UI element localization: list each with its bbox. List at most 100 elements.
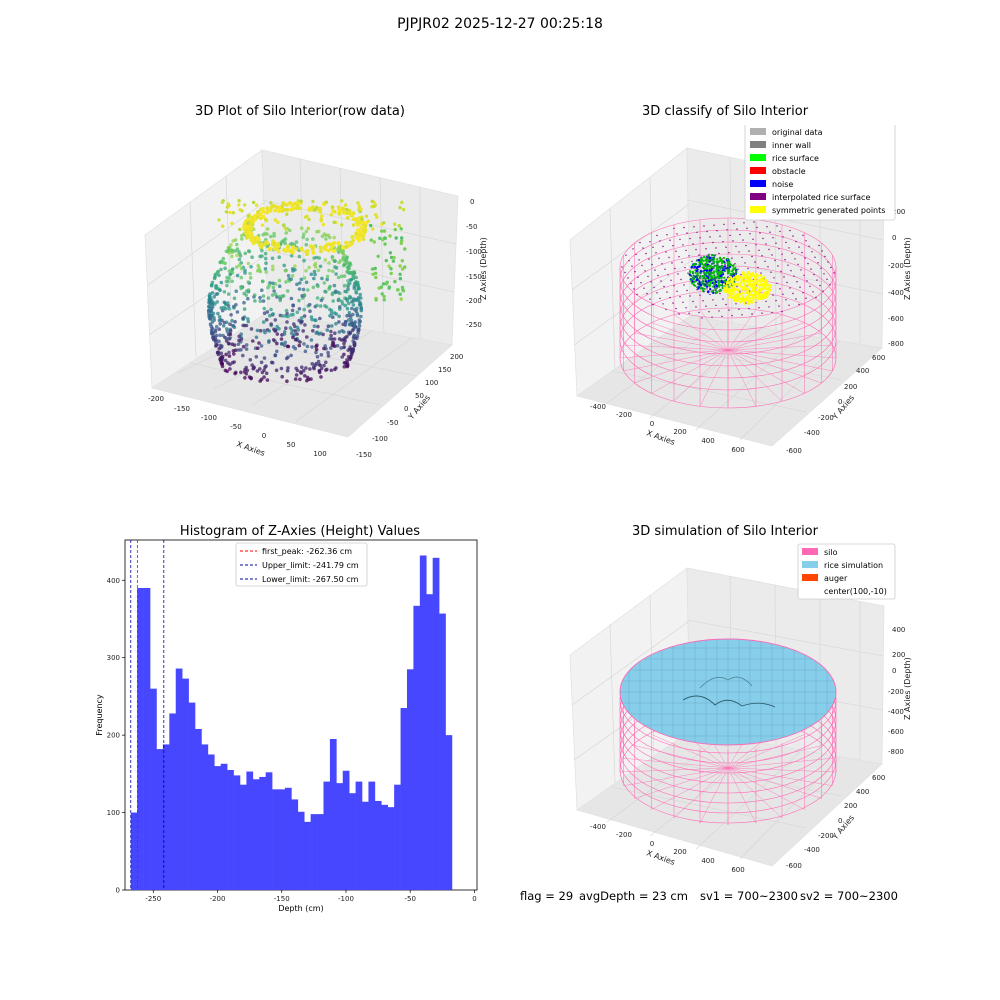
rice-surface-point bbox=[697, 286, 701, 289]
surface-point bbox=[806, 280, 808, 282]
data-point bbox=[347, 332, 352, 336]
data-point bbox=[249, 376, 253, 380]
data-point bbox=[219, 351, 224, 356]
surface-point bbox=[813, 273, 815, 276]
plot2-title: 3D classify of Silo Interior bbox=[641, 104, 809, 119]
data-point bbox=[209, 303, 213, 307]
data-point bbox=[336, 241, 341, 245]
surface-point bbox=[818, 244, 820, 247]
data-point bbox=[285, 289, 290, 293]
data-point bbox=[284, 231, 289, 235]
surface-point bbox=[701, 317, 703, 319]
tick-label: 400 bbox=[856, 367, 869, 375]
data-point bbox=[331, 241, 336, 246]
data-point bbox=[324, 305, 329, 309]
surface-point bbox=[728, 309, 730, 311]
symmetric-point bbox=[736, 277, 739, 280]
legend-label: interpolated rice surface bbox=[772, 193, 870, 202]
data-point bbox=[277, 255, 282, 259]
legend-label: original data bbox=[772, 128, 823, 137]
rice-surface-point bbox=[713, 257, 716, 260]
data-point bbox=[299, 226, 304, 230]
data-point bbox=[359, 314, 363, 319]
tick-label: 200 bbox=[673, 848, 686, 856]
data-point bbox=[294, 206, 299, 210]
data-point bbox=[265, 210, 269, 215]
data-point bbox=[351, 312, 355, 317]
y-tick-label: 200 bbox=[107, 732, 120, 740]
histogram-bar bbox=[169, 713, 177, 890]
surface-point bbox=[737, 268, 739, 270]
data-point bbox=[251, 200, 256, 205]
data-point bbox=[388, 234, 392, 238]
rice-surface-point bbox=[715, 264, 718, 267]
data-point bbox=[342, 210, 346, 215]
data-point bbox=[230, 267, 235, 271]
tick-label: 400 bbox=[892, 626, 905, 634]
tick-label: 600 bbox=[872, 354, 885, 362]
data-point bbox=[263, 267, 268, 271]
data-point bbox=[221, 256, 226, 261]
data-point bbox=[302, 258, 306, 263]
data-point bbox=[355, 313, 360, 318]
legend-swatch bbox=[750, 128, 766, 135]
data-point bbox=[393, 279, 397, 284]
data-point bbox=[334, 272, 338, 276]
histogram-bar bbox=[336, 783, 344, 890]
surface-point bbox=[796, 281, 798, 283]
symmetric-point bbox=[731, 288, 734, 291]
rice-surface-point bbox=[701, 266, 705, 269]
symmetric-point bbox=[762, 285, 766, 288]
data-point bbox=[246, 319, 251, 324]
data-point bbox=[348, 208, 352, 213]
symmetric-point bbox=[744, 295, 747, 298]
surface-point bbox=[782, 236, 784, 238]
symmetric-point bbox=[734, 293, 738, 296]
tick-label: -400 bbox=[888, 289, 904, 297]
data-point bbox=[293, 377, 298, 381]
data-point bbox=[258, 379, 263, 383]
data-point bbox=[355, 217, 359, 222]
data-point bbox=[333, 367, 337, 372]
surface-point bbox=[726, 229, 728, 231]
data-point bbox=[398, 272, 402, 276]
rice-surface-point bbox=[701, 274, 704, 278]
histogram-bar bbox=[394, 784, 401, 890]
data-point bbox=[325, 328, 330, 332]
rice-surface-point bbox=[711, 275, 714, 278]
data-point bbox=[371, 227, 375, 231]
symmetric-point bbox=[746, 280, 749, 283]
data-point bbox=[249, 265, 253, 269]
tick-label: -50 bbox=[466, 223, 477, 231]
histogram-bar bbox=[246, 771, 254, 890]
data-point bbox=[289, 253, 294, 258]
rice-surface-point bbox=[699, 287, 702, 290]
surface-point bbox=[712, 241, 714, 244]
surface-point bbox=[773, 277, 775, 279]
data-point bbox=[337, 320, 341, 324]
surface-point bbox=[721, 315, 723, 318]
histogram-bar bbox=[374, 800, 382, 890]
surface-point bbox=[634, 271, 636, 273]
data-point bbox=[246, 234, 251, 239]
symmetric-point bbox=[742, 274, 745, 277]
legend-label: auger bbox=[824, 574, 848, 583]
data-point bbox=[352, 333, 357, 338]
data-point bbox=[324, 233, 328, 237]
symmetric-point bbox=[762, 294, 765, 297]
symmetric-point bbox=[727, 296, 730, 299]
data-point bbox=[341, 251, 345, 255]
rice-surface-point bbox=[696, 272, 699, 275]
symmetric-point bbox=[763, 287, 766, 290]
rice-surface-point bbox=[705, 261, 708, 265]
data-point bbox=[284, 280, 288, 284]
y-axis-label: Y Axies bbox=[830, 393, 856, 422]
rice-surface-point bbox=[699, 270, 703, 273]
rice-surface-point bbox=[698, 276, 701, 279]
surface-point bbox=[663, 285, 665, 288]
rice-surface-point bbox=[726, 266, 729, 269]
silo-spoke bbox=[727, 767, 822, 799]
data-point bbox=[264, 240, 268, 245]
silo-spoke bbox=[623, 349, 729, 372]
surface-point bbox=[644, 270, 646, 272]
